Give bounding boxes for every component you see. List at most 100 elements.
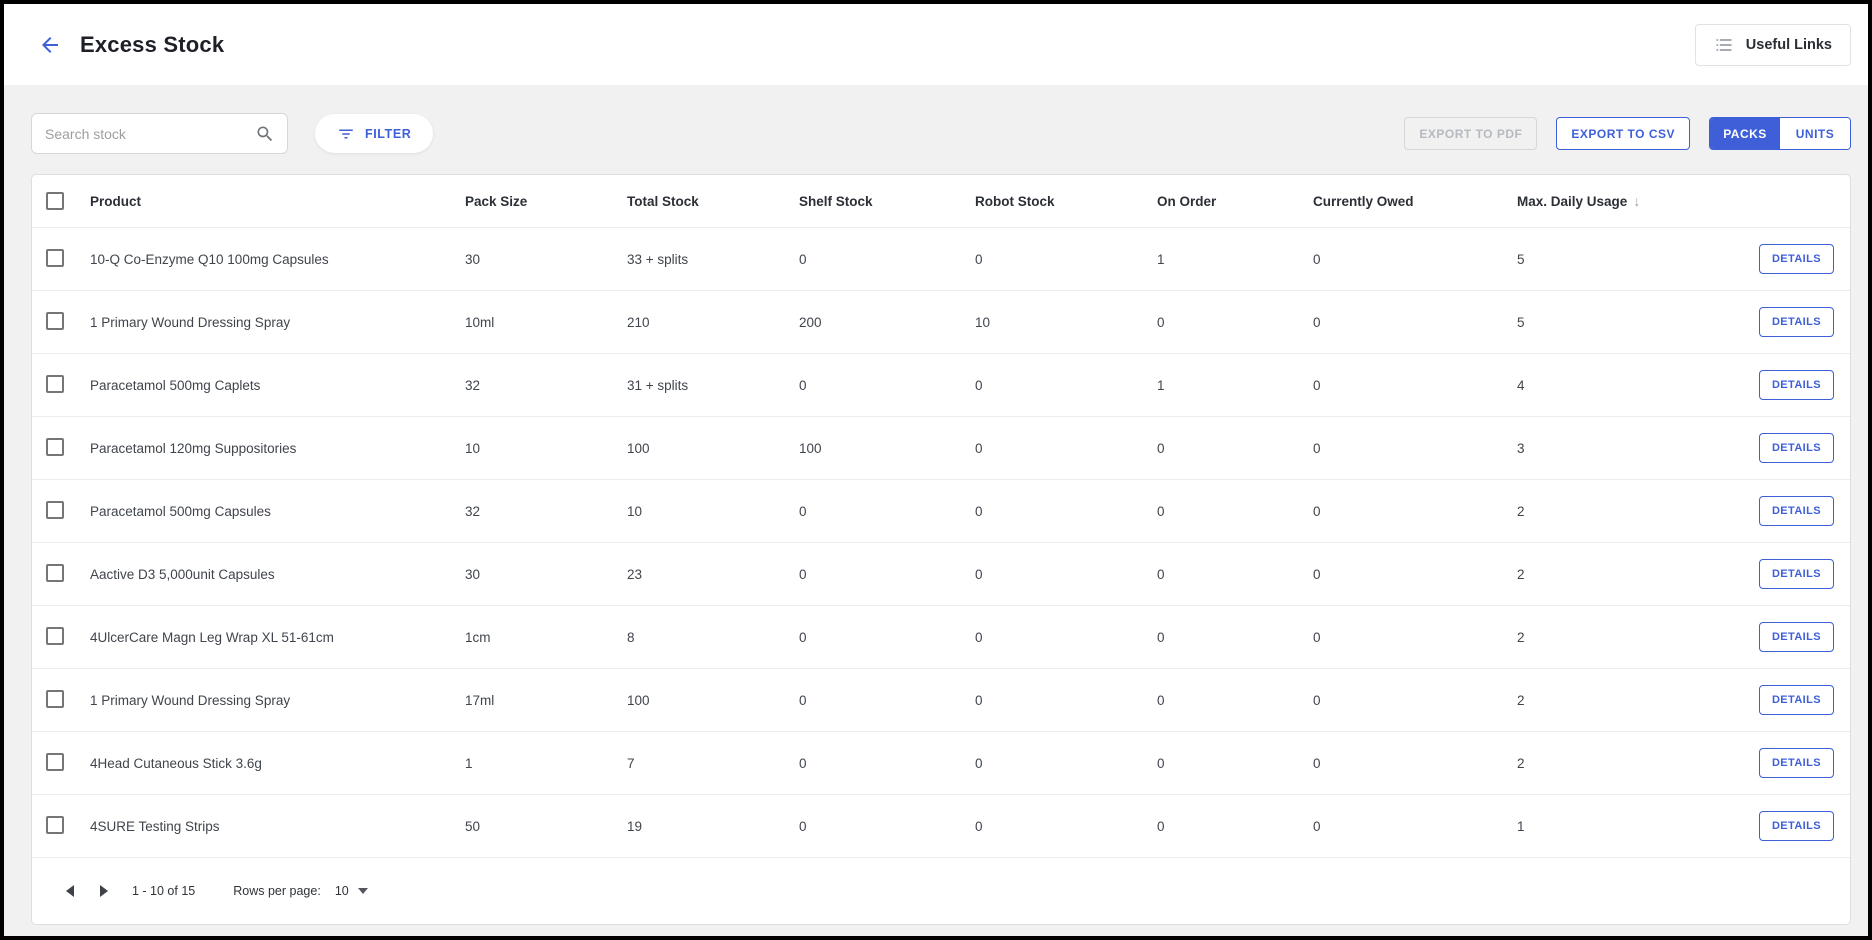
filter-label: FILTER	[365, 126, 412, 141]
details-button[interactable]: DETAILS	[1758, 622, 1834, 652]
on-order-cell: 0	[1157, 755, 1165, 771]
main-content: FILTER EXPORT TO PDF EXPORT TO CSV PACKS…	[4, 85, 1868, 925]
column-header-total-stock[interactable]: Total Stock	[627, 193, 699, 209]
row-checkbox[interactable]	[46, 689, 64, 708]
details-button[interactable]: DETAILS	[1758, 559, 1834, 589]
packs-units-toggle: PACKS UNITS	[1709, 117, 1851, 150]
total-stock-cell: 19	[627, 818, 643, 834]
product-cell: Paracetamol 500mg Capsules	[90, 503, 271, 519]
toolbar: FILTER EXPORT TO PDF EXPORT TO CSV PACKS…	[31, 113, 1851, 154]
arrow-left-icon	[38, 33, 62, 57]
currently-owed-cell: 0	[1313, 692, 1321, 708]
back-button[interactable]	[34, 29, 66, 61]
product-cell: Paracetamol 500mg Caplets	[90, 377, 261, 393]
product-cell: 4UlcerCare Magn Leg Wrap XL 51-61cm	[90, 629, 334, 645]
total-stock-cell: 7	[627, 755, 635, 771]
select-all-checkbox[interactable]	[46, 192, 64, 210]
column-header-on-order[interactable]: On Order	[1157, 193, 1217, 209]
column-header-shelf-stock[interactable]: Shelf Stock	[799, 193, 873, 209]
column-header-currently-owed[interactable]: Currently Owed	[1313, 193, 1414, 209]
filter-button[interactable]: FILTER	[315, 114, 434, 153]
details-cell: DETAILS	[1724, 811, 1834, 841]
topbar: Excess Stock Useful Links	[4, 4, 1868, 85]
robot-stock-cell: 0	[975, 818, 983, 834]
shelf-stock-cell: 0	[799, 629, 807, 645]
export-csv-button[interactable]: EXPORT TO CSV	[1556, 117, 1690, 150]
useful-links-label: Useful Links	[1745, 36, 1832, 53]
shelf-stock-cell: 0	[799, 692, 807, 708]
details-button[interactable]: DETAILS	[1758, 748, 1834, 778]
row-checkbox[interactable]	[46, 311, 64, 330]
robot-stock-cell: 0	[975, 251, 983, 267]
details-button[interactable]: DETAILS	[1758, 685, 1834, 715]
on-order-cell: 0	[1157, 818, 1165, 834]
previous-page-button[interactable]	[58, 879, 82, 903]
column-header-max-daily-usage[interactable]: Max. Daily Usage ↓	[1517, 193, 1724, 209]
details-button[interactable]: DETAILS	[1758, 307, 1834, 337]
sort-descending-icon[interactable]: ↓	[1633, 193, 1641, 209]
toggle-units-button[interactable]: UNITS	[1780, 118, 1850, 149]
rows-per-page-select[interactable]: 10	[335, 884, 368, 898]
page-title: Excess Stock	[80, 31, 225, 57]
total-stock-cell: 8	[627, 629, 635, 645]
pagination-range: 1 - 10 of 15	[132, 884, 196, 898]
max-daily-usage-cell: 2	[1517, 692, 1525, 708]
total-stock-cell: 31 + splits	[627, 377, 689, 393]
search-input[interactable]	[32, 114, 287, 153]
on-order-cell: 0	[1157, 314, 1165, 330]
row-checkbox[interactable]	[46, 815, 64, 834]
row-checkbox[interactable]	[46, 374, 64, 393]
product-cell: 4SURE Testing Strips	[90, 818, 220, 834]
row-checkbox[interactable]	[46, 248, 64, 267]
row-checkbox-cell	[46, 248, 90, 270]
max-daily-usage-cell: 5	[1517, 251, 1525, 267]
row-checkbox[interactable]	[46, 500, 64, 519]
shelf-stock-cell: 100	[799, 440, 822, 456]
robot-stock-cell: 0	[975, 629, 983, 645]
row-checkbox[interactable]	[46, 752, 64, 771]
details-button[interactable]: DETAILS	[1758, 370, 1834, 400]
max-daily-usage-cell: 2	[1517, 629, 1525, 645]
shelf-stock-cell: 0	[799, 818, 807, 834]
on-order-cell: 0	[1157, 503, 1165, 519]
export-pdf-button[interactable]: EXPORT TO PDF	[1404, 117, 1538, 150]
on-order-cell: 1	[1157, 251, 1165, 267]
column-header-pack-size[interactable]: Pack Size	[465, 193, 528, 209]
toggle-packs-button[interactable]: PACKS	[1710, 118, 1780, 149]
on-order-cell: 1	[1157, 377, 1165, 393]
row-checkbox[interactable]	[46, 563, 64, 582]
product-cell: Paracetamol 120mg Suppositories	[90, 440, 297, 456]
table-row: 1 Primary Wound Dressing Spray 10ml 210 …	[32, 290, 1850, 353]
table-row: 4SURE Testing Strips 50 19 0 0 0 0 1 DET…	[32, 794, 1850, 857]
triangle-right-icon	[100, 885, 108, 897]
robot-stock-cell: 0	[975, 692, 983, 708]
details-button[interactable]: DETAILS	[1758, 811, 1834, 841]
pagination-bar: 1 - 10 of 15 Rows per page: 10	[32, 857, 1850, 924]
on-order-cell: 0	[1157, 566, 1165, 582]
currently-owed-cell: 0	[1313, 755, 1321, 771]
table-row: Paracetamol 500mg Capsules 32 10 0 0 0 0…	[32, 479, 1850, 542]
row-checkbox[interactable]	[46, 437, 64, 456]
on-order-cell: 0	[1157, 692, 1165, 708]
column-header-product[interactable]: Product	[90, 193, 142, 209]
details-button[interactable]: DETAILS	[1758, 433, 1834, 463]
max-daily-usage-cell: 2	[1517, 566, 1525, 582]
caret-down-icon	[357, 888, 368, 894]
row-checkbox[interactable]	[46, 626, 64, 645]
details-cell: DETAILS	[1724, 370, 1834, 400]
useful-links-button[interactable]: Useful Links	[1694, 23, 1851, 66]
currently-owed-cell: 0	[1313, 629, 1321, 645]
row-checkbox-cell	[46, 752, 90, 774]
row-checkbox-cell	[46, 374, 90, 396]
table-header-row: Product Pack Size Total Stock Shelf Stoc…	[32, 175, 1850, 227]
details-cell: DETAILS	[1724, 496, 1834, 526]
details-button[interactable]: DETAILS	[1758, 496, 1834, 526]
next-page-button[interactable]	[92, 879, 116, 903]
details-button[interactable]: DETAILS	[1758, 244, 1834, 274]
product-cell: Aactive D3 5,000unit Capsules	[90, 566, 275, 582]
product-cell: 10-Q Co-Enzyme Q10 100mg Capsules	[90, 251, 329, 267]
currently-owed-cell: 0	[1313, 440, 1321, 456]
triangle-left-icon	[66, 885, 74, 897]
column-header-robot-stock[interactable]: Robot Stock	[975, 193, 1055, 209]
table-row: Paracetamol 120mg Suppositories 10 100 1…	[32, 416, 1850, 479]
